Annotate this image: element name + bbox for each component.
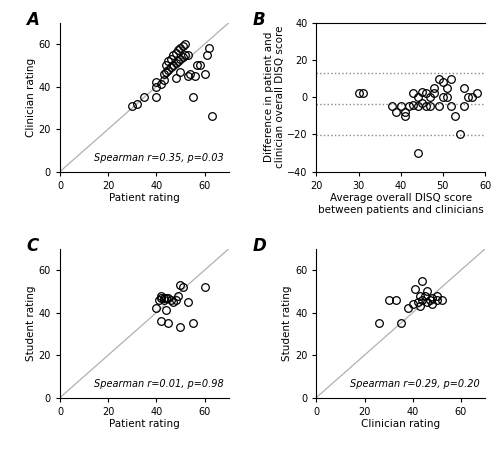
Y-axis label: Student rating: Student rating xyxy=(282,286,292,361)
Text: Spearman r=0.35, p=0.03: Spearman r=0.35, p=0.03 xyxy=(94,153,224,163)
X-axis label: Average overall DISQ score
between patients and clinicians: Average overall DISQ score between patie… xyxy=(318,193,484,215)
Text: B: B xyxy=(252,11,265,29)
X-axis label: Clinician rating: Clinician rating xyxy=(361,420,440,430)
X-axis label: Patient rating: Patient rating xyxy=(109,193,180,203)
Text: Spearman r=0.01, p=0.98: Spearman r=0.01, p=0.98 xyxy=(94,379,224,388)
Text: C: C xyxy=(26,237,38,255)
X-axis label: Patient rating: Patient rating xyxy=(109,420,180,430)
Text: Spearman r=0.29, p=0.20: Spearman r=0.29, p=0.20 xyxy=(350,379,480,388)
Y-axis label: Difference in patient and
clinician overall DISQ score: Difference in patient and clinician over… xyxy=(264,26,285,169)
Text: D: D xyxy=(252,237,266,255)
Text: A: A xyxy=(26,11,39,29)
Y-axis label: Clinician rating: Clinician rating xyxy=(26,58,36,137)
Y-axis label: Student rating: Student rating xyxy=(26,286,36,361)
